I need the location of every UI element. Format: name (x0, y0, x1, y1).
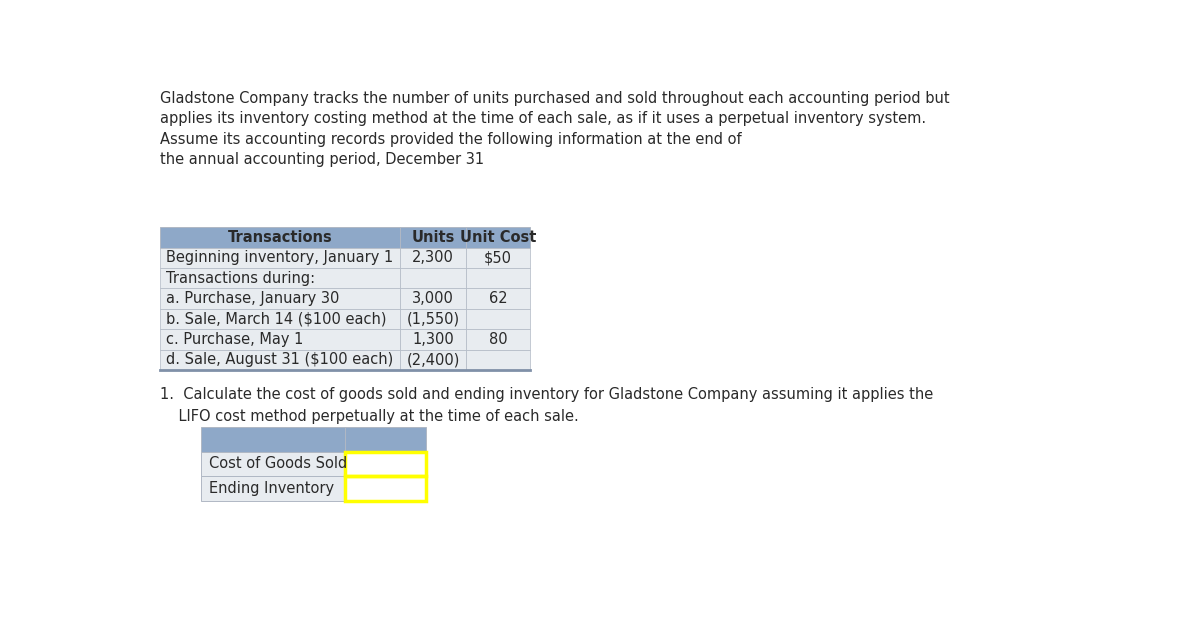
Text: b. Sale, March 14 ($100 each): b. Sale, March 14 ($100 each) (167, 311, 386, 327)
Bar (401, 288, 466, 309)
Text: 3,000: 3,000 (413, 291, 454, 306)
Text: the annual accounting period, December 31: the annual accounting period, December 3… (160, 152, 485, 167)
Text: d. Sale, August 31 ($100 each): d. Sale, August 31 ($100 each) (167, 352, 394, 367)
Bar (160, 268, 401, 288)
Bar (401, 227, 466, 248)
Text: 1,300: 1,300 (413, 332, 454, 347)
Bar (160, 248, 401, 268)
Text: 62: 62 (488, 291, 508, 306)
Text: LIFO cost method perpetually at the time of each sale.: LIFO cost method perpetually at the time… (160, 408, 578, 424)
Bar (401, 268, 466, 288)
Text: 80: 80 (488, 332, 508, 347)
Bar (401, 329, 466, 350)
Bar (202, 476, 344, 501)
Bar (344, 451, 426, 476)
Bar (202, 451, 344, 476)
Text: Beginning inventory, January 1: Beginning inventory, January 1 (167, 250, 394, 265)
Text: Transactions: Transactions (228, 230, 332, 245)
Bar (160, 288, 401, 309)
Bar (401, 309, 466, 329)
Text: Ending Inventory: Ending Inventory (209, 481, 334, 496)
Text: Assume its accounting records provided the following information at the end of: Assume its accounting records provided t… (160, 132, 742, 147)
Bar (466, 227, 529, 248)
Bar (160, 329, 401, 350)
Bar (401, 350, 466, 370)
Text: Unit Cost: Unit Cost (460, 230, 536, 245)
Bar (466, 350, 529, 370)
Bar (466, 268, 529, 288)
Text: Transactions during:: Transactions during: (167, 271, 316, 286)
Text: Cost of Goods Sold: Cost of Goods Sold (209, 456, 347, 471)
Bar (466, 329, 529, 350)
Bar (160, 309, 401, 329)
Text: (2,400): (2,400) (407, 352, 460, 367)
Text: (1,550): (1,550) (407, 311, 460, 327)
Text: Gladstone Company tracks the number of units purchased and sold throughout each : Gladstone Company tracks the number of u… (160, 91, 949, 106)
Bar (344, 451, 426, 476)
Bar (344, 476, 426, 501)
Bar (466, 248, 529, 268)
Bar (401, 248, 466, 268)
Bar (160, 227, 401, 248)
Bar (466, 309, 529, 329)
Bar (344, 476, 426, 501)
Text: 2,300: 2,300 (413, 250, 454, 265)
Bar (202, 427, 344, 451)
Bar (466, 288, 529, 309)
Bar (344, 427, 426, 451)
Text: $50: $50 (484, 250, 512, 265)
Text: a. Purchase, January 30: a. Purchase, January 30 (167, 291, 340, 306)
Bar (160, 350, 401, 370)
Text: c. Purchase, May 1: c. Purchase, May 1 (167, 332, 304, 347)
Text: applies its inventory costing method at the time of each sale, as if it uses a p: applies its inventory costing method at … (160, 111, 926, 126)
Text: Units: Units (412, 230, 455, 245)
Text: 1.  Calculate the cost of goods sold and ending inventory for Gladstone Company : 1. Calculate the cost of goods sold and … (160, 387, 934, 402)
